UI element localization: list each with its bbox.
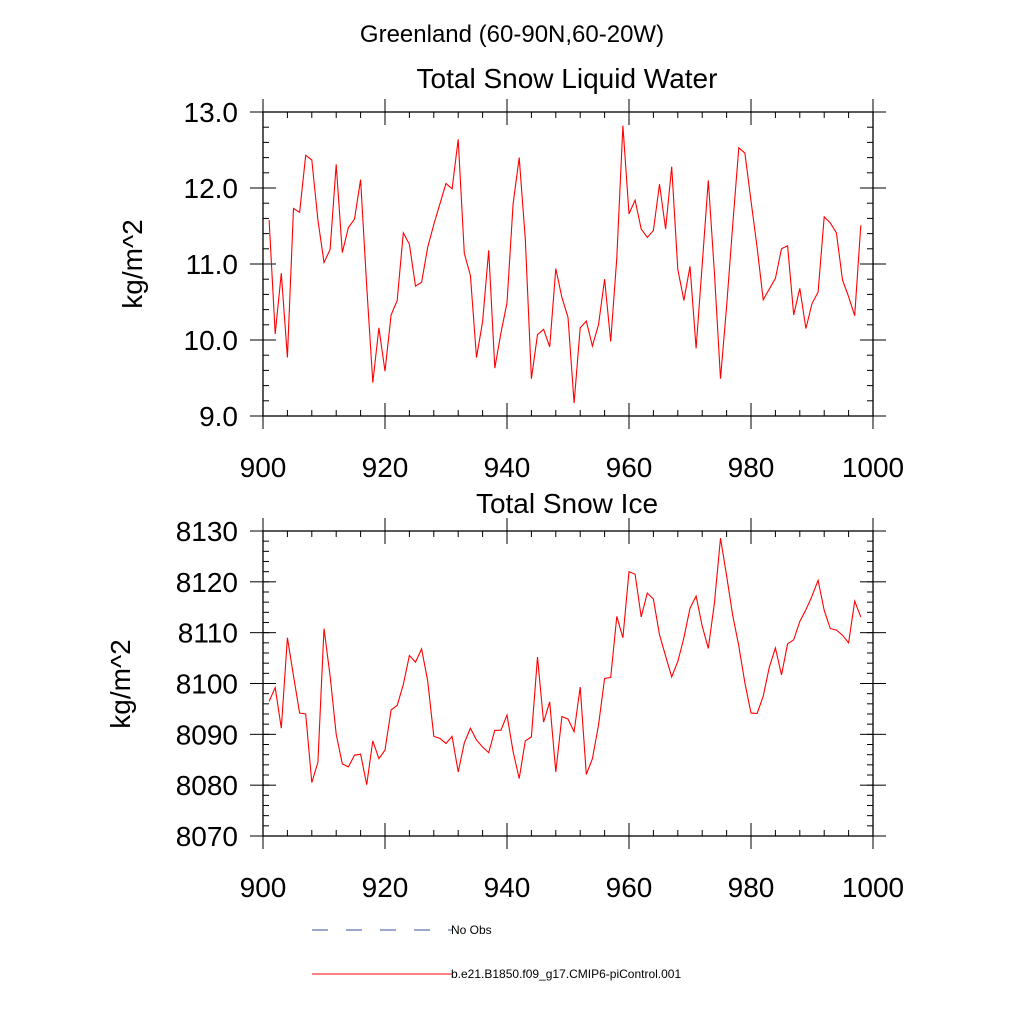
plot-area bbox=[268, 125, 862, 404]
y-tick-label: 12.0 bbox=[184, 173, 239, 204]
series-line-model bbox=[268, 538, 862, 785]
plot-area bbox=[268, 538, 862, 785]
legend-label: No Obs bbox=[451, 923, 492, 937]
y-tick-label: 13.0 bbox=[184, 97, 239, 128]
legend: No Obs b.e21.B1850.f09_g17.CMIP6-piContr… bbox=[312, 923, 681, 981]
y-axis-label: kg/m^2 bbox=[117, 219, 148, 308]
y-tick-label: 8090 bbox=[176, 719, 238, 750]
suptitle: Greenland (60-90N,60-20W) bbox=[360, 21, 664, 48]
y-tick-label: 11.0 bbox=[186, 249, 238, 280]
y-tick-label: 8130 bbox=[176, 516, 238, 547]
plot-frame bbox=[262, 530, 874, 837]
legend-item-model: b.e21.B1850.f09_g17.CMIP6-piControl.001 bbox=[312, 967, 681, 981]
axes: 900 920 940 960 980 1000 8070 8080 8090 8100 8110 8… bbox=[176, 516, 904, 903]
panel-snow-liquid-water: Total Snow Liquid Water kg/m^2 900 920 940… bbox=[117, 63, 904, 483]
x-tick-label: 980 bbox=[728, 872, 775, 903]
x-tick-label: 940 bbox=[484, 452, 531, 483]
x-tick-label: 960 bbox=[606, 452, 653, 483]
y-tick-label: 8100 bbox=[176, 669, 238, 700]
y-tick-label: 8070 bbox=[176, 821, 238, 852]
y-tick-label: 8120 bbox=[176, 567, 238, 598]
legend-label: b.e21.B1850.f09_g17.CMIP6-piControl.001 bbox=[451, 967, 681, 981]
panel-title: Total Snow Liquid Water bbox=[417, 63, 718, 94]
y-tick-label: 8110 bbox=[178, 618, 238, 649]
x-tick-label: 920 bbox=[362, 872, 409, 903]
legend-item-no-obs: No Obs bbox=[312, 923, 492, 937]
x-tick-label: 1000 bbox=[842, 452, 904, 483]
x-tick-label: 920 bbox=[362, 452, 409, 483]
x-tick-label: 1000 bbox=[842, 872, 904, 903]
x-tick-label: 900 bbox=[240, 872, 287, 903]
x-tick-label: 960 bbox=[606, 872, 653, 903]
panel-title: Total Snow Ice bbox=[476, 488, 658, 519]
x-tick-label: 940 bbox=[484, 872, 531, 903]
y-axis-label: kg/m^2 bbox=[105, 639, 136, 728]
y-tick-label: 9.0 bbox=[199, 401, 238, 432]
axes: 900 920 940 960 980 1000 9.0 10.0 11.0 12.0 13.0 bbox=[184, 97, 905, 483]
y-tick-label: 10.0 bbox=[184, 325, 239, 356]
plot-frame bbox=[262, 111, 874, 417]
series-line-model bbox=[268, 125, 862, 404]
x-tick-label: 980 bbox=[728, 452, 775, 483]
y-tick-label: 8080 bbox=[176, 770, 238, 801]
x-tick-label: 900 bbox=[240, 452, 287, 483]
panel-snow-ice: Total Snow Ice kg/m^2 900 920 940 960 980 100… bbox=[105, 488, 904, 903]
